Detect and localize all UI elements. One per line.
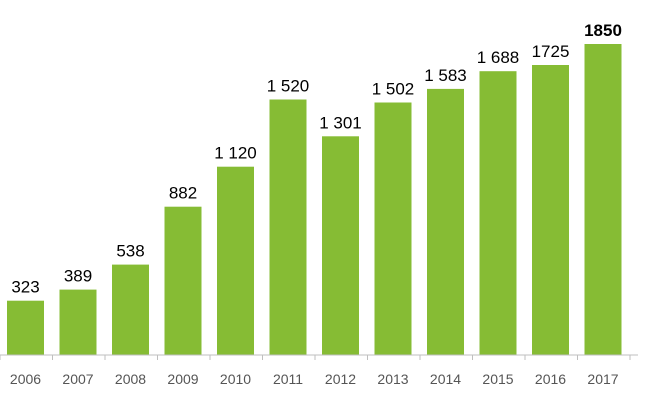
bar-2015	[479, 71, 517, 355]
data-label-2008: 538	[116, 242, 144, 261]
data-label-2009: 882	[169, 184, 197, 203]
data-label-2006: 323	[11, 278, 39, 297]
data-label-2016: 1725	[532, 42, 570, 61]
bar-2017	[584, 44, 622, 355]
x-tick-labels-group: 2006 2007 2008 2009 2010 2011 2012 2013 2014 2015…	[10, 371, 619, 387]
bar-2011	[269, 99, 307, 355]
bar-2013	[374, 102, 412, 355]
data-labels-group: 323 389 538 882 1 120 1 520 1 301 1 502 1 583 1 6…	[11, 21, 622, 297]
bar-2007	[59, 289, 97, 355]
x-tick-label-2009: 2009	[167, 371, 198, 387]
data-label-2007: 389	[64, 267, 92, 286]
x-tick-label-2010: 2010	[220, 371, 251, 387]
data-label-2010: 1 120	[214, 144, 257, 163]
bar-2006	[7, 300, 44, 355]
x-tick-label-2014: 2014	[430, 371, 461, 387]
x-tick-label-2012: 2012	[325, 371, 356, 387]
x-tick-label-2008: 2008	[115, 371, 146, 387]
x-tick-label-2016: 2016	[535, 371, 566, 387]
x-tick-label-2017: 2017	[587, 371, 618, 387]
bar-2009	[164, 206, 202, 355]
data-label-2012: 1 301	[319, 113, 362, 132]
bars-group	[7, 44, 622, 356]
data-label-2015: 1 688	[477, 48, 520, 67]
x-tick-label-2015: 2015	[482, 371, 513, 387]
bar-2012	[322, 136, 359, 355]
bar-2014	[427, 88, 464, 356]
bar-2016	[532, 65, 569, 355]
x-tick-label-2011: 2011	[273, 371, 303, 387]
data-label-2011: 1 520	[267, 77, 310, 96]
bar-2010	[217, 166, 254, 355]
data-label-2014: 1 583	[424, 66, 467, 85]
x-tick-label-2013: 2013	[377, 371, 408, 387]
data-label-2013: 1 502	[372, 80, 415, 99]
x-tick-label-2006: 2006	[10, 371, 41, 387]
x-tick-marks	[0, 355, 631, 360]
x-tick-label-2007: 2007	[62, 371, 93, 387]
bar-2008	[112, 264, 149, 355]
data-label-2017: 1850	[584, 21, 622, 40]
